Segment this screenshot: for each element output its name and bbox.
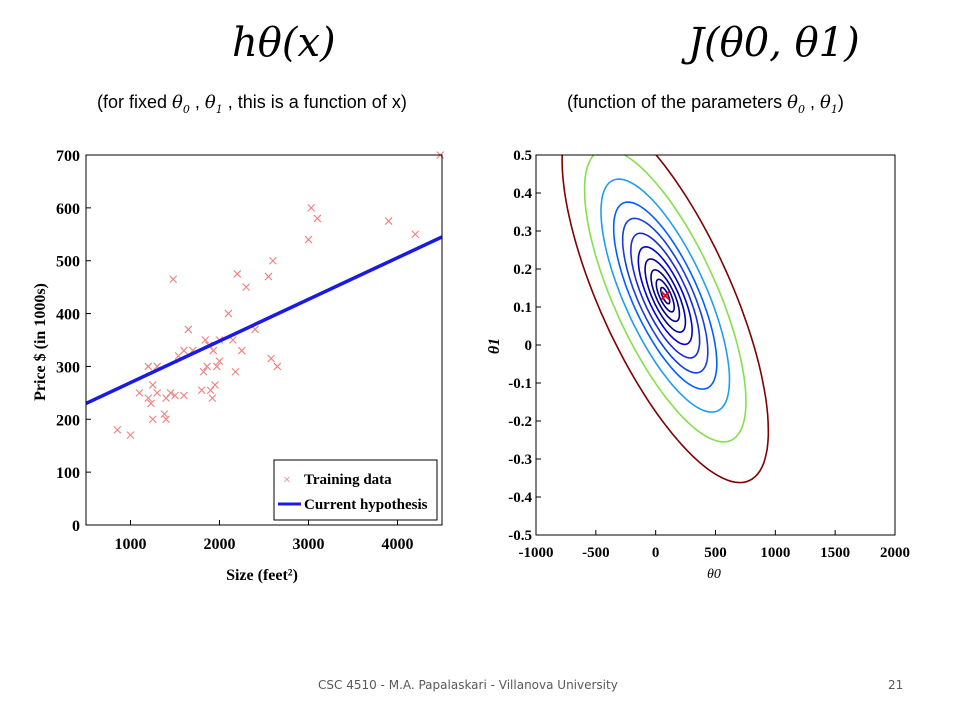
legend-label-hypothesis: Current hypothesis [304,497,428,513]
training-point [269,256,277,265]
training-point [184,325,193,334]
training-point [144,394,153,403]
legend-marker-training: × [283,473,291,488]
training-point [148,415,157,424]
training-point [384,217,393,225]
y-tick-label: 600 [56,201,80,218]
x-tick-label: 3000 [293,536,325,553]
hypothesis-formula: hθ(x) [232,20,336,66]
training-point [135,388,144,397]
training-point [171,391,179,400]
training-point [144,362,153,371]
y-tick-label: 400 [56,307,80,324]
right-subtitle: (function of the parameters θ0 , θ1) [567,92,844,116]
training-point [197,386,206,395]
training-point [199,367,208,376]
hypothesis-line [85,235,443,406]
training-point [162,394,170,403]
cost-function-formula: J(θ0, θ1) [688,20,860,66]
training-point [304,235,313,244]
x-tick-label: 1000 [115,536,147,553]
training-point [267,354,276,363]
training-point [208,394,217,403]
training-point [147,399,155,408]
training-point [224,309,233,318]
y-tick-label: 300 [56,359,80,376]
training-point [113,425,122,434]
training-point [203,362,211,371]
y-tick-label: 100 [56,465,80,482]
training-point [148,381,157,389]
training-point [126,431,135,440]
y-tick-label: 500 [56,254,80,271]
legend-label-training: Training data [304,472,392,488]
training-point [162,415,170,424]
footer-text: CSC 4510 - M.A. Papalaskari - Villanova … [318,678,618,692]
training-point [212,362,221,371]
legend: × Training data Current hypothesis [273,459,438,521]
training-point [237,346,246,355]
y-tick-label: 0 [72,518,80,535]
training-point [153,388,162,397]
y-tick-label: 700 [56,148,80,165]
training-point [307,203,316,212]
x-tick-label: 4000 [382,536,414,553]
x-tick-label: 2000 [204,536,236,553]
training-point [169,275,178,284]
training-point [411,230,420,239]
training-point [231,367,240,376]
training-point [242,283,251,292]
training-point [166,388,175,397]
training-point [180,346,188,355]
training-point [211,381,219,389]
training-point [264,272,273,281]
training-point [209,346,218,355]
page-number: 21 [888,678,904,692]
y-axis-label: Price $ (in 1000s) [32,283,49,401]
training-point [233,270,242,278]
y-tick-label: 200 [56,412,80,429]
left-subtitle: (for fixed θ0 , θ1 , this is a function … [97,92,407,116]
training-point [160,410,169,418]
x-axis-label: Size (feet²) [226,567,298,584]
training-point [201,336,210,344]
training-point [215,357,224,366]
training-point [206,386,215,395]
training-point [180,391,188,400]
training-point [273,362,282,371]
plot-frame [85,154,443,526]
training-point [313,214,322,223]
